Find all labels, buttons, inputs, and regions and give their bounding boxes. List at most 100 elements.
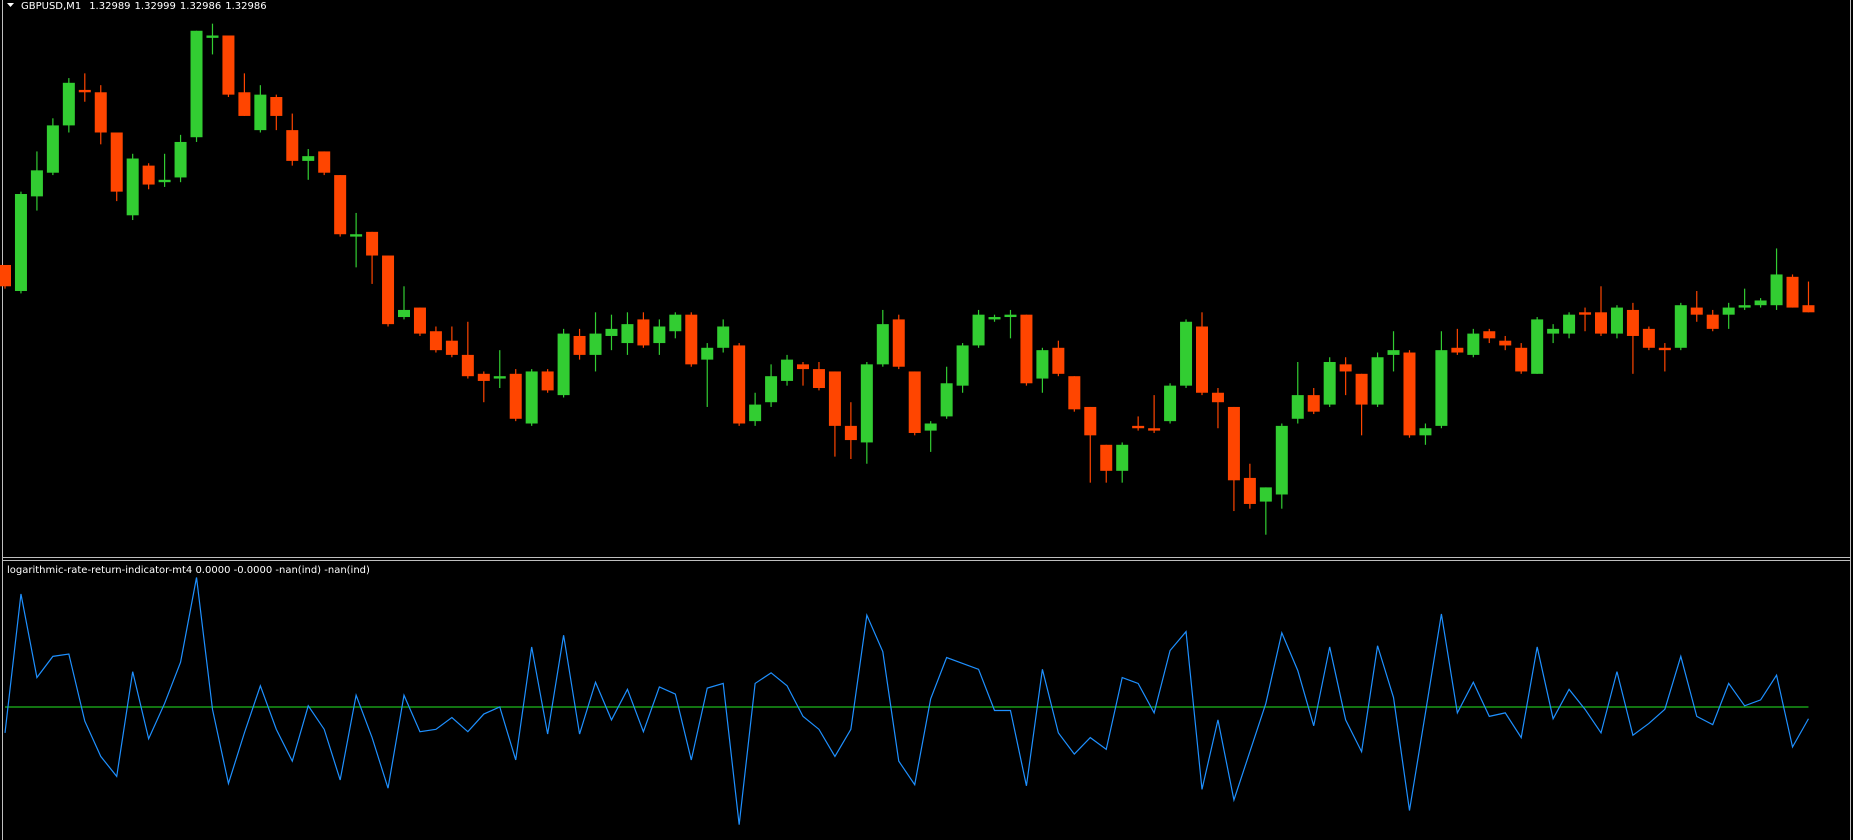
candle-body [14,194,27,292]
candle-body [1227,406,1240,481]
candle-body [812,369,825,389]
candle-body [1770,274,1783,306]
candle-body [1451,347,1464,353]
candle-body [382,255,395,325]
symbol-title: GBPUSD,M1 [21,1,81,12]
candle-body [174,141,187,178]
candle-body [589,333,602,355]
candle-body [573,335,586,355]
candle-body [270,97,283,116]
candle-body [541,371,554,391]
candle-body [1100,444,1113,471]
candle-body [1706,314,1719,329]
candle-body [525,371,538,424]
candle-body [717,326,730,348]
candle-body [1786,276,1799,308]
candle-body [461,354,474,377]
candle-body [1196,326,1208,393]
candle-body [302,156,315,161]
candle-body [749,404,762,422]
candle-body [972,314,985,346]
candle-body [254,94,267,131]
candle-body [0,264,11,287]
last-close: 1.32986 [225,1,266,12]
last-high: 1.32999 [135,1,176,12]
candle-body [956,345,969,386]
candle-body [733,345,746,424]
candle-body [1658,347,1671,351]
candle-body [1068,376,1081,410]
candle-body [1339,364,1352,372]
candle-body [797,364,809,370]
candle-body [110,132,123,192]
candle-body [860,364,873,443]
candle-body [685,314,698,365]
candle-body [1626,309,1639,336]
candle-body [46,125,59,173]
candle-body [206,35,219,38]
candle-body [669,314,682,332]
candle-body [78,89,91,93]
candle-body [142,165,155,185]
candle-body [1132,425,1145,429]
candle-body [1387,350,1400,355]
candle-body [892,319,905,367]
candle-body [876,324,889,365]
candle-body [924,423,937,431]
candle-body [1211,392,1224,403]
candle-body [493,376,506,379]
candle-body [1004,314,1017,318]
candle-body [1291,395,1304,419]
candle-body [1642,328,1655,348]
last-open: 1.32989 [89,1,130,12]
candle-body [844,425,857,441]
candle-body [988,317,1001,320]
candle-body [1164,385,1177,422]
candle-body [30,170,43,197]
candle-body [1690,307,1703,315]
candle-body [1259,487,1272,502]
candle-body [238,92,251,116]
candle-body [1738,305,1751,308]
candle-body [477,373,490,381]
candle-body [413,307,426,334]
candle-body [350,234,363,237]
candle-body [1674,305,1687,348]
candle-body [1020,314,1033,384]
candle-body [1547,328,1560,334]
candle-body [509,373,522,419]
candle-body [621,324,634,344]
candle-body [1355,373,1368,405]
indicator-line [4,577,1810,825]
candle-body [653,326,666,344]
candle-body [94,92,107,133]
candle-body [1036,350,1049,379]
candle-body [1323,361,1336,405]
candle-body [908,371,921,433]
candle-body [1371,357,1384,405]
symbol-header: GBPUSD,M1 1.32989 1.32999 1.32986 1.32986 [21,1,267,12]
candle-body [1515,347,1528,372]
candle-body [1563,314,1576,334]
candle-body [445,340,458,355]
candle-body [222,35,235,95]
menu-arrow[interactable] [7,3,14,7]
candle-body [765,376,778,403]
candle-body [1467,333,1480,355]
candle-body [190,30,203,138]
candle-body [318,151,331,173]
candle-body [1052,347,1065,374]
candle-body [1579,312,1592,315]
candle-body [1419,428,1432,436]
candle-body [1180,321,1193,386]
candle-body [1084,406,1097,436]
candle-body [1722,307,1735,315]
candle-body [701,347,714,360]
candle-body [1595,312,1607,334]
candle-body [398,309,410,318]
indicator-header: logarithmic-rate-return-indicator-mt4 0.… [7,565,370,576]
candle-body [126,158,139,216]
last-low: 1.32986 [180,1,221,12]
